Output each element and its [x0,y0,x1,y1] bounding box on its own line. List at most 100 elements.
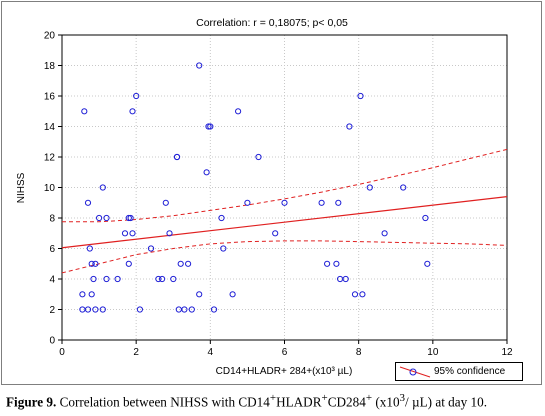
data-point [84,199,92,206]
legend-swatch [399,366,431,378]
data-point [210,306,218,313]
y-axis-label: NIHSS [16,172,27,203]
data-point [114,275,121,283]
axis-ticks: 0 2 4 6 8 10 12 0 2 4 6 8 10 12 14 16 18 20 [44,31,513,359]
y-tick-label: 8 [49,214,55,225]
caption-text-2: HLADR [276,394,322,410]
data-point [366,184,373,191]
y-tick-label: 16 [44,92,56,103]
data-point [177,260,184,267]
data-point [88,260,95,267]
data-point [255,153,262,161]
data-point [381,230,388,237]
grid [62,35,507,340]
data-point [244,199,251,206]
figure-frame: Correlation: r = 0,18075; p< 0,05 0 2 4 6 8 1… [1,1,542,385]
data-point [129,108,136,115]
data-point [79,291,86,298]
data-point [173,153,181,161]
data-point [185,260,192,267]
x-tick-label: 10 [427,347,439,358]
data-point [125,260,132,267]
caption-text-4: (x10 [372,394,400,410]
data-point [96,214,103,222]
data-point [92,260,99,267]
data-point [196,291,203,298]
data-point [147,245,155,252]
data-point [99,306,106,313]
data-point [357,92,364,100]
data-point [127,214,134,222]
data-point [159,275,166,283]
x-tick-label: 8 [356,347,362,358]
data-point [121,230,129,237]
data-point [162,199,169,206]
confidence-upper-line [62,148,508,223]
caption-sup-1: + [269,392,277,404]
legend: 95% confidence [395,362,523,381]
data-point [235,108,242,115]
data-point [220,245,227,252]
data-point [203,169,210,176]
data-point [84,306,92,313]
data-point [99,184,106,191]
data-point [346,123,353,130]
data-point [103,275,110,283]
caption-sup-4: 3 [399,392,406,404]
y-tick-label: 18 [44,61,56,72]
legend-label: 95% confidence [434,366,506,377]
regression-line [61,196,508,249]
y-tick-label: 14 [44,122,56,133]
y-tick-label: 0 [49,336,55,347]
legend-marker [409,368,417,376]
confidence-lower-line [61,240,508,274]
scatter-chart: Correlation: r = 0,18075; p< 0,05 0 2 4 6 8 1… [16,17,513,377]
data-point [400,184,407,191]
x-tick-label: 2 [133,347,139,358]
y-tick-label: 6 [49,244,55,255]
data-point [207,123,214,130]
data-point [90,275,97,283]
y-tick-label: 20 [44,31,56,42]
caption-label: Figure 9. [6,394,57,410]
figure-caption: Figure 9. Correlation between NIHSS with… [6,392,542,410]
data-point [129,230,136,237]
data-point [181,306,188,313]
data-point [133,92,140,100]
data-point [170,275,177,283]
caption-sup-2: + [321,392,328,404]
data-point [218,214,225,222]
x-tick-label: 12 [501,347,513,358]
data-point [324,260,331,267]
data-point [125,214,132,222]
data-point [281,199,288,206]
x-tick-label: 4 [208,347,214,358]
caption-text-3: CD284 [327,394,366,410]
data-point [335,199,342,206]
caption-text-5: / µL) at day 10. [405,394,487,410]
legend-line [399,366,431,378]
data-point [342,275,349,283]
x-tick-label: 0 [59,347,65,358]
data-point [229,291,236,298]
data-point [92,306,99,313]
y-tick-label: 4 [49,275,55,286]
chart-title: Correlation: r = 0,18075; p< 0,05 [196,17,348,29]
caption-sup-3: + [365,392,373,404]
data-point [272,230,279,237]
data-point [424,260,431,267]
caption-text-1: Correlation between NIHSS with CD14 [56,394,270,410]
data-point [81,108,88,115]
data-point [333,260,340,267]
data-point [351,291,359,298]
data-point [422,214,429,222]
x-tick-label: 6 [282,347,288,358]
data-point [166,230,173,237]
data-point [196,62,203,69]
data-point [155,275,162,283]
data-point [318,199,325,206]
y-tick-label: 10 [44,183,56,194]
data-point [86,245,93,252]
data-point [103,214,110,222]
data-point [188,306,195,313]
